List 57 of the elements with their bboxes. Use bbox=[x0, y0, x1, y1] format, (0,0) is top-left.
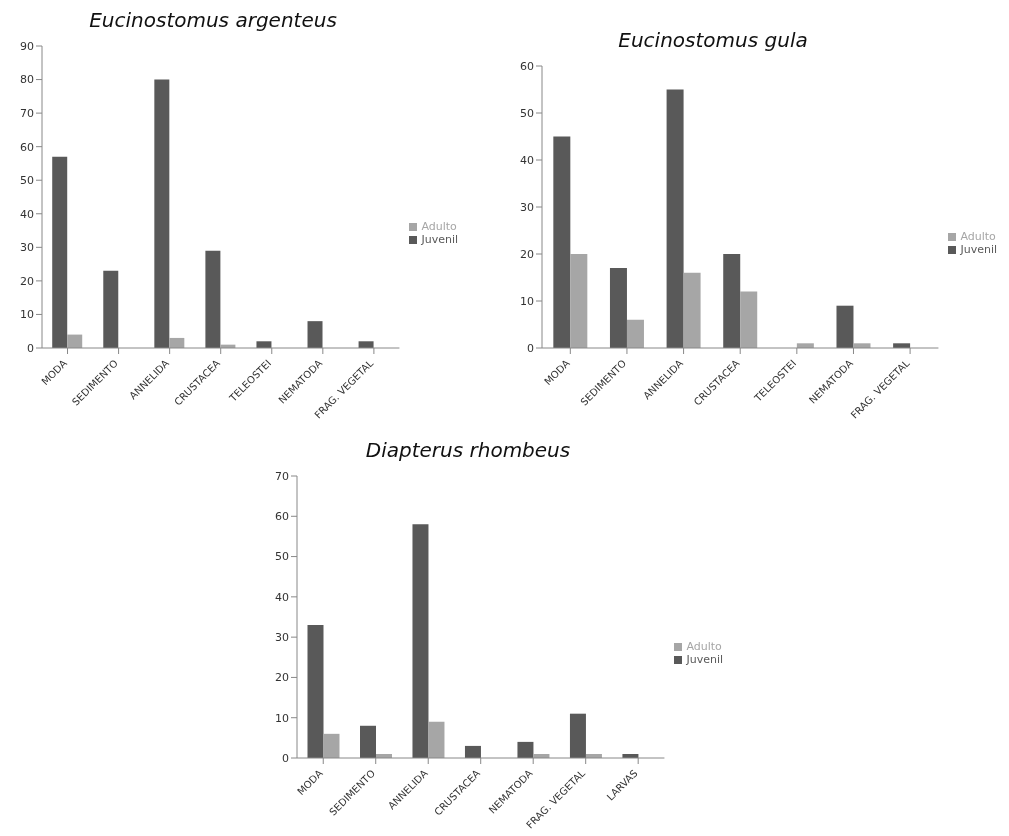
chart-title: Eucinostomus gula bbox=[617, 28, 809, 52]
bar bbox=[412, 524, 429, 758]
bar bbox=[323, 733, 340, 758]
bar bbox=[683, 272, 701, 348]
y-tick-label: 40 bbox=[275, 590, 289, 604]
legend-label: Adulto bbox=[686, 640, 722, 653]
y-tick-label: 60 bbox=[20, 140, 34, 154]
y-tick-label: 10 bbox=[520, 294, 534, 308]
y-tick-label: 10 bbox=[275, 711, 289, 725]
chart-title: Diapterus rhombeus bbox=[364, 438, 572, 462]
bar bbox=[307, 321, 323, 348]
y-tick-label: 70 bbox=[20, 107, 34, 121]
legend-label: Adulto bbox=[960, 230, 996, 243]
bar bbox=[723, 254, 741, 348]
bar bbox=[205, 250, 221, 348]
legend-label: Juvenil bbox=[686, 653, 723, 666]
y-tick-label: 50 bbox=[20, 174, 34, 188]
y-tick-label: 10 bbox=[20, 308, 34, 322]
bar bbox=[609, 268, 627, 348]
bar bbox=[517, 741, 534, 758]
bar bbox=[569, 713, 586, 758]
bar bbox=[626, 319, 644, 348]
y-tick-label: 90 bbox=[20, 39, 34, 53]
y-tick-label: 20 bbox=[20, 274, 34, 288]
bar bbox=[307, 625, 324, 758]
y-tick-label: 30 bbox=[20, 241, 34, 255]
bar bbox=[154, 79, 170, 348]
bar bbox=[666, 89, 684, 348]
y-tick-label: 40 bbox=[520, 153, 534, 167]
bar bbox=[740, 291, 758, 348]
y-tick-label: 0 bbox=[527, 341, 534, 355]
bar bbox=[67, 334, 83, 348]
y-tick-label: 70 bbox=[275, 469, 289, 483]
bar bbox=[464, 745, 481, 758]
y-tick-label: 0 bbox=[282, 751, 289, 765]
y-tick-label: 0 bbox=[27, 341, 34, 355]
legend-label: Juvenil bbox=[421, 233, 458, 246]
chart-title: Eucinostomus argenteus bbox=[88, 8, 338, 32]
bar bbox=[359, 725, 376, 758]
y-tick-label: 20 bbox=[520, 247, 534, 261]
bar bbox=[428, 721, 445, 758]
y-tick-label: 30 bbox=[520, 200, 534, 214]
bar bbox=[836, 305, 854, 348]
bar bbox=[570, 254, 588, 348]
y-tick-label: 20 bbox=[275, 671, 289, 685]
y-tick-label: 50 bbox=[520, 106, 534, 120]
y-tick-label: 60 bbox=[275, 510, 289, 524]
bar bbox=[553, 136, 571, 348]
legend-label: Adulto bbox=[421, 220, 457, 233]
bar bbox=[52, 156, 68, 348]
y-tick-label: 60 bbox=[520, 59, 534, 73]
bar bbox=[103, 270, 119, 348]
y-tick-label: 30 bbox=[275, 631, 289, 645]
y-tick-label: 40 bbox=[20, 207, 34, 221]
y-tick-label: 50 bbox=[275, 550, 289, 564]
y-tick-label: 80 bbox=[20, 73, 34, 87]
legend-label: Juvenil bbox=[960, 243, 997, 256]
